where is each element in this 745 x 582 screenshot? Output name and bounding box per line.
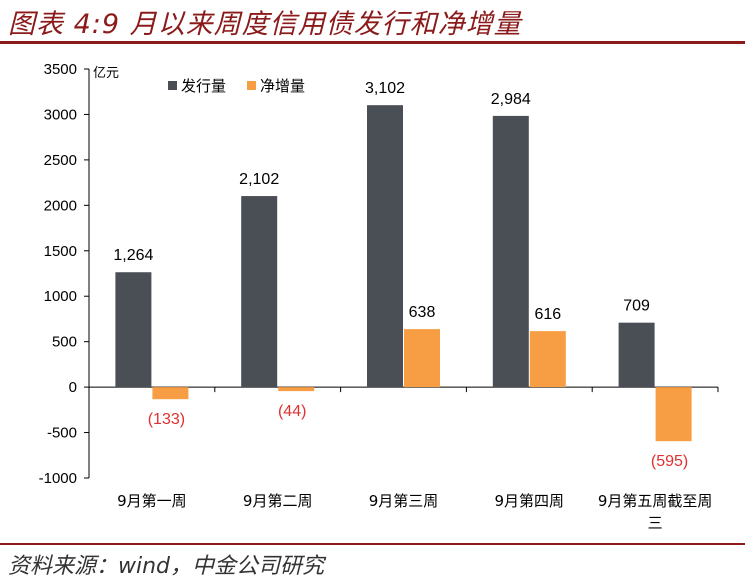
- legend-label-issuance: 发行量: [181, 77, 226, 95]
- footer-rule: [0, 543, 745, 545]
- data-label: 3,102: [365, 80, 405, 97]
- y-tick-label: 0: [69, 379, 77, 396]
- data-label: 616: [534, 306, 561, 323]
- data-label: 2,102: [239, 171, 279, 188]
- issuance-bar: [115, 272, 152, 388]
- x-category-label: 三: [648, 514, 663, 532]
- x-category-label: 9月第二周: [243, 492, 313, 510]
- issuance-bar: [367, 105, 403, 388]
- net-increase-bar: [404, 329, 440, 388]
- y-tick-label: 2500: [44, 152, 77, 169]
- bar-chart: 3500 3000 2500 2000 1500 1000 500 0 -500 -1000 亿元 1…: [39, 61, 719, 532]
- net-increase-bar: [278, 387, 315, 392]
- y-tick-label: -1000: [39, 470, 77, 487]
- y-tick-label: 1500: [44, 243, 77, 260]
- data-label: 2,984: [491, 91, 531, 108]
- chart-title: 图表 4:9 月以来周度信用债发行和净增量: [8, 9, 522, 40]
- issuance-bar: [492, 115, 529, 388]
- legend-label-net: 净增量: [260, 77, 305, 95]
- data-label: 1,264: [113, 247, 153, 264]
- data-label: 638: [409, 304, 436, 321]
- data-label: (44): [278, 403, 306, 420]
- y-tick-label: 3000: [44, 106, 77, 123]
- data-label: (133): [148, 411, 185, 428]
- y-tick-label: 3500: [44, 61, 77, 78]
- data-label: (595): [651, 453, 688, 470]
- y-tick-label: -500: [47, 425, 77, 442]
- legend-swatch-issuance: [168, 81, 177, 90]
- net-increase-bar: [152, 387, 189, 400]
- y-tick-label: 500: [52, 334, 77, 351]
- issuance-bar: [618, 322, 655, 388]
- issuance-bar: [241, 196, 278, 388]
- x-category-label: 9月第三周: [369, 492, 439, 510]
- legend-swatch-net: [247, 81, 256, 90]
- title-rule: [0, 41, 745, 44]
- x-category-label: 9月第四周: [495, 492, 565, 510]
- y-tick-label: 2000: [44, 197, 77, 214]
- y-tick-label: 1000: [44, 288, 77, 305]
- data-label: 709: [623, 298, 650, 315]
- net-increase-bar: [529, 331, 566, 388]
- x-category-label: 9月第一周: [117, 492, 187, 510]
- net-increase-bar: [655, 387, 692, 442]
- source-note: 资料来源：wind，中金公司研究: [8, 554, 325, 579]
- y-unit-label: 亿元: [93, 66, 119, 81]
- x-category-label: 9月第五周截至周: [598, 492, 713, 510]
